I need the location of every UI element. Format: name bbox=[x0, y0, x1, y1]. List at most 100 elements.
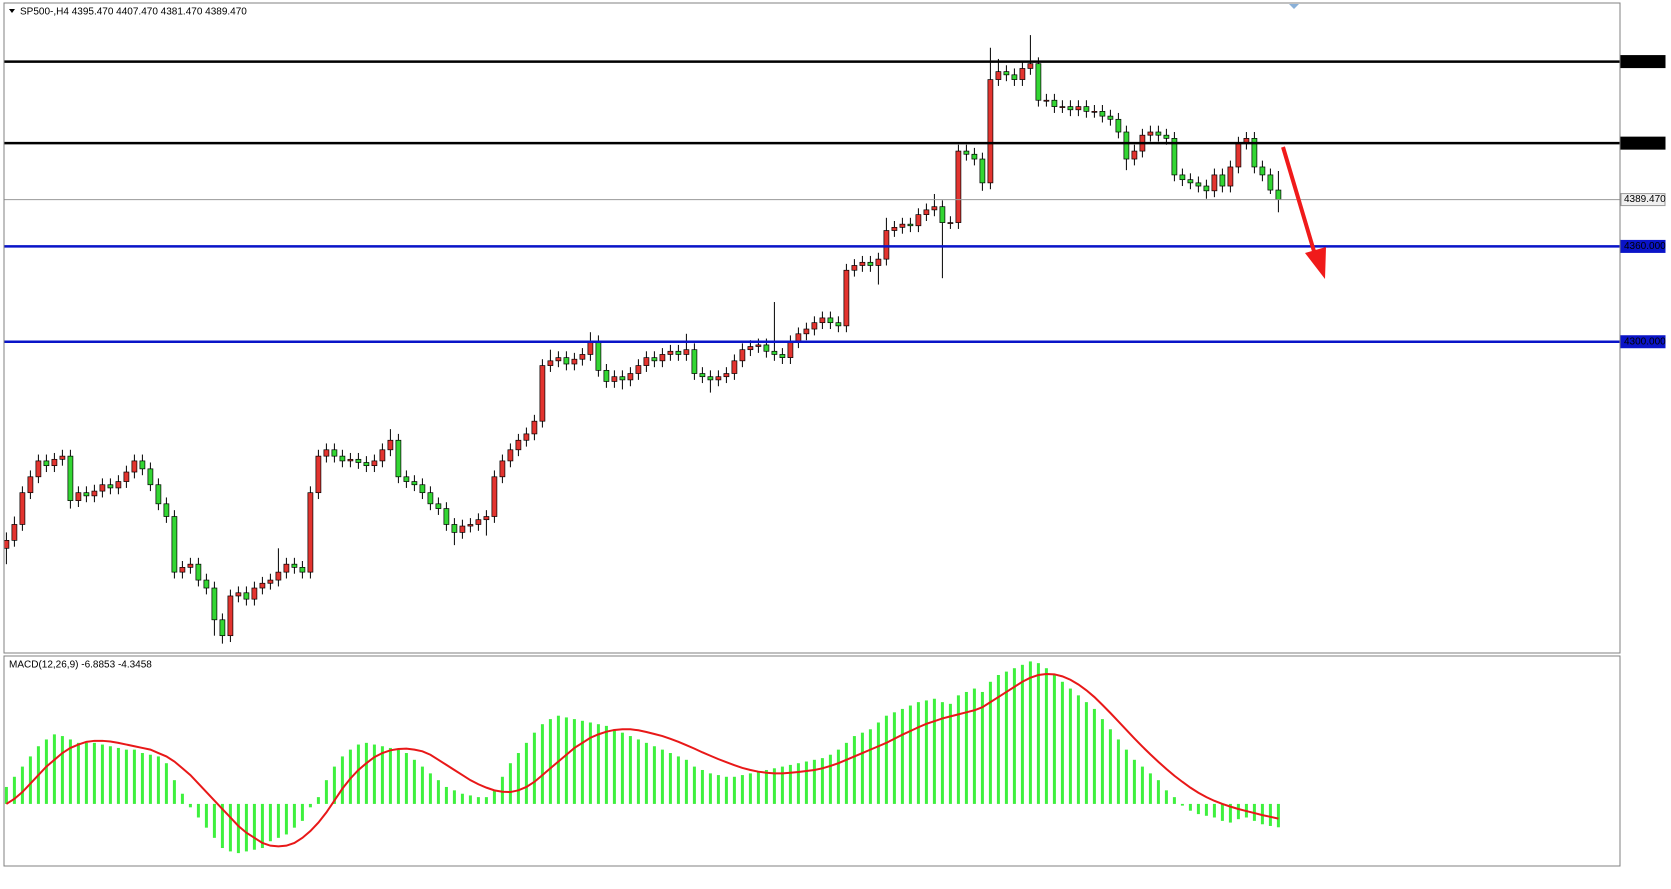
candle-body bbox=[331, 449, 338, 457]
candle-body bbox=[283, 563, 290, 573]
candle-body bbox=[1147, 131, 1154, 136]
candle-body bbox=[1115, 118, 1122, 133]
macd-histogram-bar bbox=[860, 732, 864, 804]
macd-histogram-bar bbox=[652, 746, 656, 804]
candle-body bbox=[19, 492, 26, 525]
candle-body bbox=[131, 460, 138, 473]
candle-body bbox=[123, 471, 130, 482]
candle-body bbox=[859, 261, 866, 266]
macd-histogram-bar bbox=[252, 803, 256, 850]
macd-histogram-bar bbox=[836, 749, 840, 804]
candle-body bbox=[883, 230, 890, 260]
macd-histogram-bar bbox=[500, 776, 504, 804]
macd-histogram-bar bbox=[452, 790, 456, 804]
price-level-box bbox=[1620, 136, 1666, 150]
candle-body bbox=[947, 222, 954, 224]
macd-histogram-bar bbox=[796, 763, 800, 804]
macd-histogram-bar bbox=[420, 766, 424, 804]
candle-body bbox=[43, 460, 50, 467]
macd-histogram-bar bbox=[324, 780, 328, 804]
macd-histogram-bar bbox=[964, 691, 968, 804]
macd-histogram-bar bbox=[116, 747, 120, 804]
macd-histogram-bar bbox=[276, 803, 280, 838]
candle-body bbox=[595, 341, 602, 371]
macd-histogram-bar bbox=[148, 754, 152, 804]
macd-histogram-bar bbox=[316, 797, 320, 804]
macd-histogram-bar bbox=[76, 742, 80, 804]
candle-body bbox=[1267, 174, 1274, 191]
macd-histogram-bar bbox=[996, 674, 1000, 804]
candle-body bbox=[187, 563, 194, 568]
candle-body bbox=[819, 317, 826, 324]
candle-body bbox=[435, 503, 442, 509]
macd-histogram-bar bbox=[588, 722, 592, 804]
macd-histogram-bar bbox=[852, 736, 856, 804]
candle-body bbox=[1275, 189, 1282, 200]
macd-histogram-bar bbox=[1044, 668, 1048, 804]
macd-histogram-bar bbox=[1012, 668, 1016, 804]
macd-histogram-bar bbox=[1156, 780, 1160, 804]
candle-body bbox=[291, 563, 298, 568]
macd-histogram-bar bbox=[676, 756, 680, 804]
macd-histogram-bar bbox=[212, 803, 216, 838]
macd-histogram-bar bbox=[1028, 661, 1032, 804]
macd-histogram-bar bbox=[44, 739, 48, 804]
symbol-menu-icon[interactable] bbox=[9, 9, 15, 13]
macd-histogram-bar bbox=[220, 803, 224, 849]
candle-body bbox=[75, 492, 82, 501]
candle-body bbox=[611, 376, 618, 382]
macd-histogram-bar bbox=[228, 803, 232, 852]
macd-histogram-bar bbox=[1228, 803, 1232, 823]
candle-body bbox=[259, 582, 266, 589]
macd-histogram-bar bbox=[236, 803, 240, 854]
candle-body bbox=[1251, 138, 1258, 168]
candle-body bbox=[587, 341, 594, 355]
macd-histogram-bar bbox=[100, 744, 104, 804]
candle-body bbox=[1035, 63, 1042, 101]
macd-histogram-bar bbox=[756, 771, 760, 804]
overlay-layer: 4476.326 4425.000 4389.470 4360.000 4300.000 bbox=[4, 55, 1666, 349]
candle-body bbox=[1155, 131, 1162, 136]
macd-histogram-bar bbox=[948, 703, 952, 804]
candle-body bbox=[971, 153, 978, 160]
macd-histogram-bar bbox=[444, 786, 448, 804]
macd-histogram-bar bbox=[1148, 773, 1152, 804]
candle-body bbox=[163, 503, 170, 517]
candle-body bbox=[1123, 131, 1130, 160]
macd-histogram-bar bbox=[196, 803, 200, 818]
macd-histogram-bar bbox=[1004, 671, 1008, 804]
candle-body bbox=[1059, 106, 1066, 108]
candle-body bbox=[155, 484, 162, 505]
macd-histogram-bar bbox=[1124, 749, 1128, 804]
candle-body bbox=[1179, 174, 1186, 181]
candle-body bbox=[179, 567, 186, 573]
macd-histogram-bar bbox=[68, 739, 72, 804]
macd-histogram-bar bbox=[308, 803, 312, 808]
candle-body bbox=[651, 357, 658, 362]
candle-body bbox=[531, 420, 538, 435]
macd-histogram-bar bbox=[172, 780, 176, 804]
macd-histogram-bar bbox=[204, 803, 208, 828]
candle-body bbox=[1075, 106, 1082, 111]
candle-body bbox=[667, 350, 674, 355]
candle-body bbox=[499, 460, 506, 478]
macd-histogram-bar bbox=[1140, 766, 1144, 804]
macd-histogram-bar bbox=[1068, 688, 1072, 804]
macd-histogram-bar bbox=[548, 719, 552, 804]
candle-body bbox=[547, 360, 554, 366]
macd-histogram-bar bbox=[684, 759, 688, 804]
candle-body bbox=[843, 269, 850, 327]
candle-body bbox=[963, 150, 970, 155]
candle-body bbox=[1011, 74, 1018, 80]
macd-histogram-bar bbox=[748, 773, 752, 804]
candle-body bbox=[1107, 115, 1114, 120]
candle-body bbox=[1203, 185, 1210, 192]
candle-body bbox=[827, 317, 834, 324]
macd-histogram-bar bbox=[188, 803, 192, 808]
macd-histogram-bar bbox=[1084, 702, 1088, 804]
chart-shift-marker bbox=[1289, 4, 1299, 9]
macd-histogram-bar bbox=[1164, 790, 1168, 804]
macd-histogram-bar bbox=[700, 769, 704, 804]
macd-histogram-bar bbox=[20, 766, 24, 804]
candle-body bbox=[619, 376, 626, 381]
